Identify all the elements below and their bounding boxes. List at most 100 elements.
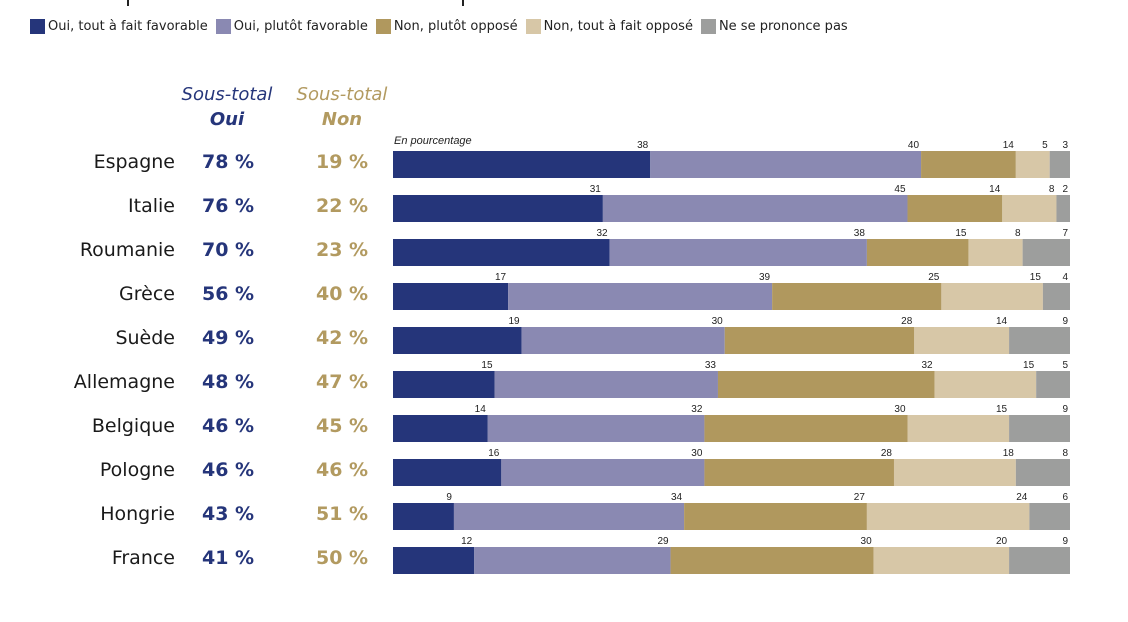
subtotal-oui-value: 46 %	[202, 415, 255, 437]
country-label: Hongrie	[100, 503, 175, 525]
bar-segment	[684, 503, 867, 530]
table-row: Pologne 46 % 46 %	[0, 457, 1128, 501]
table-row: Belgique 46 % 45 %	[0, 413, 1128, 457]
data-label: 9	[1062, 404, 1068, 415]
bar-segment	[650, 151, 922, 178]
data-label: 2	[1062, 184, 1068, 195]
bar-segment	[494, 371, 718, 398]
bar-segment	[704, 459, 894, 486]
bar-segment	[941, 283, 1043, 310]
subtotal-non-value: 45 %	[316, 415, 369, 437]
bar-segment	[893, 459, 1016, 486]
header-subtotal-oui: Sous-total Oui	[172, 82, 282, 132]
bar-segment	[393, 151, 651, 178]
data-label: 32	[691, 404, 703, 415]
data-label: 15	[1030, 272, 1042, 283]
header-oui-line1: Sous-total	[181, 84, 273, 105]
data-label: 40	[908, 140, 920, 151]
bar-segment	[453, 503, 685, 530]
subtotal-non-value: 23 %	[316, 239, 369, 261]
title-fragment-left	[127, 0, 129, 6]
header-non-line1: Sous-total	[296, 84, 388, 105]
data-label: 20	[996, 536, 1008, 547]
data-label: 32	[921, 360, 933, 371]
subtotal-oui-value: 78 %	[202, 151, 255, 173]
data-label: 25	[928, 272, 940, 283]
subtotal-oui-value: 76 %	[202, 195, 255, 217]
legend-swatch	[375, 19, 391, 34]
subtotal-oui-value: 46 %	[202, 459, 255, 481]
bar-segment	[1042, 283, 1070, 310]
data-label: 38	[854, 228, 866, 239]
bar-segment	[521, 327, 725, 354]
bar-segment	[1029, 503, 1070, 530]
table-row: Grèce 56 % 40 %	[0, 281, 1128, 325]
bar-segment	[866, 503, 1030, 530]
data-label: 5	[1062, 360, 1068, 371]
data-label: 6	[1062, 492, 1068, 503]
bar-segment	[1002, 195, 1057, 222]
unit-note: En pourcentage	[394, 135, 472, 147]
bar-segment	[393, 415, 488, 442]
data-label: 30	[861, 536, 873, 547]
header-subtotal-non: Sous-total Non	[287, 82, 397, 132]
country-label: Italie	[128, 195, 175, 217]
bar-segment	[602, 195, 908, 222]
bar-segment	[1015, 151, 1050, 178]
legend-swatch	[30, 19, 45, 34]
data-label: 12	[461, 536, 473, 547]
legend-label: Ne se prononce pas	[718, 19, 848, 34]
country-label: France	[111, 547, 175, 569]
bar-segment	[1036, 371, 1070, 398]
bar-segment	[866, 239, 969, 266]
data-label: 15	[996, 404, 1008, 415]
bar-segment	[907, 415, 1010, 442]
country-label: Grèce	[119, 283, 175, 305]
subtotal-oui-value: 48 %	[202, 371, 255, 393]
bar-segment	[921, 151, 1016, 178]
data-label: 7	[1062, 228, 1068, 239]
table-row: Hongrie 43 % 51 %	[0, 501, 1128, 545]
data-label: 8	[1049, 184, 1055, 195]
legend-swatch	[700, 19, 716, 34]
data-label: 15	[1023, 360, 1035, 371]
subtotal-non-value: 51 %	[316, 503, 369, 525]
bar-segment	[907, 195, 1003, 222]
table-row: Suède 49 % 42 %	[0, 325, 1128, 369]
data-label: 5	[1042, 140, 1048, 151]
data-label: 8	[1015, 228, 1021, 239]
data-label: 14	[989, 184, 1001, 195]
data-label: 29	[657, 536, 669, 547]
bar-segment	[501, 459, 705, 486]
table-row: Italie 76 % 22 %	[0, 193, 1128, 237]
bar-segment	[474, 547, 671, 574]
subtotal-oui-value: 70 %	[202, 239, 255, 261]
subtotal-non-value: 47 %	[316, 371, 369, 393]
data-label: 9	[446, 492, 452, 503]
subtotal-oui-value: 43 %	[202, 503, 255, 525]
bar-segment	[487, 415, 705, 442]
data-label: 19	[509, 316, 521, 327]
subtotal-non-value: 50 %	[316, 547, 369, 569]
bar-segment	[609, 239, 867, 266]
bar-segment	[1022, 239, 1070, 266]
subtotal-non-value: 19 %	[316, 151, 369, 173]
data-label: 14	[1003, 140, 1015, 151]
bar-segment	[1009, 415, 1070, 442]
bar-segment	[508, 283, 773, 310]
header-oui-line2: Oui	[209, 109, 245, 130]
table-row: Espagne 78 % 19 %	[0, 149, 1128, 193]
data-label: 27	[854, 492, 866, 503]
bar-segment	[1056, 195, 1070, 222]
data-label: 28	[901, 316, 913, 327]
table-row: Roumanie 70 % 23 %	[0, 237, 1128, 281]
bar-segment	[1049, 151, 1070, 178]
subtotal-oui-value: 41 %	[202, 547, 255, 569]
legend-item: Oui, plutôt favorable	[215, 19, 368, 34]
bar-segment	[968, 239, 1023, 266]
bar-segment	[724, 327, 915, 354]
data-label: 30	[691, 448, 703, 459]
legend: Oui, tout à fait favorable Oui, plutôt fa…	[30, 19, 856, 34]
legend-item: Non, tout à fait opposé	[525, 19, 693, 34]
